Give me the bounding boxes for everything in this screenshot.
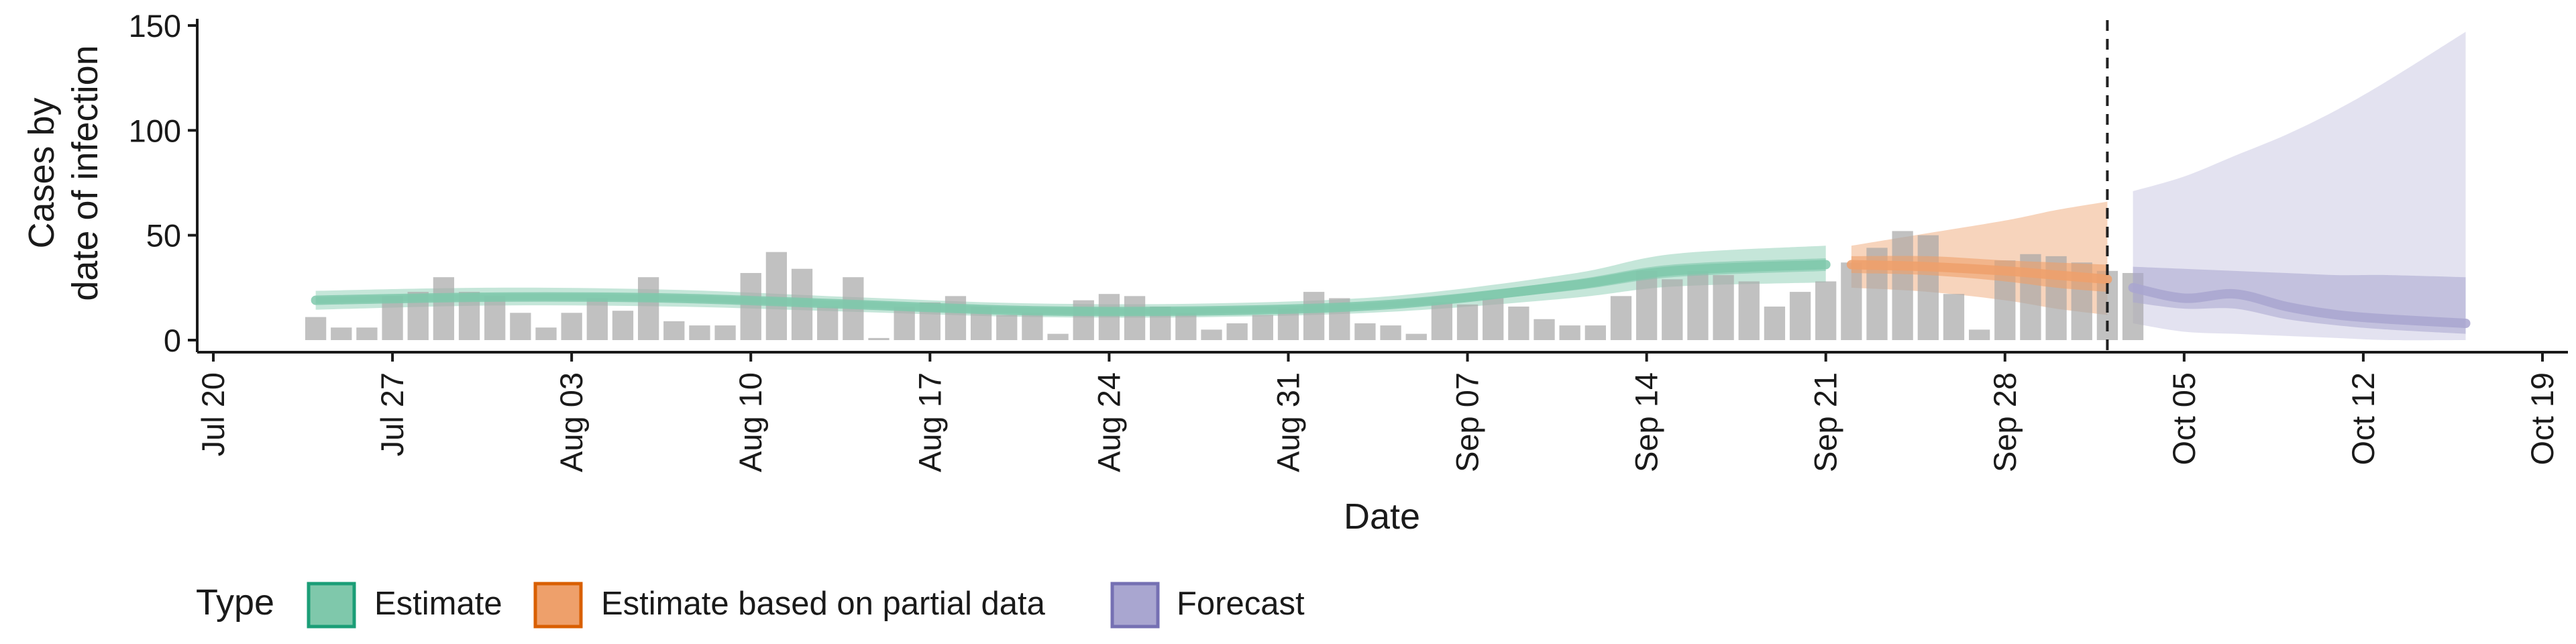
x-tick-label: Jul 27 [374,372,410,456]
bar [1917,235,1939,340]
bar [586,298,608,340]
bar [1815,281,1837,340]
axes-layer: 0 50 100 150 Jul 20 Jul 27 Aug 03 Aug 10 Aug 17 A… [129,8,2568,472]
bar [1431,302,1453,340]
bar [1764,306,1786,340]
bar [1252,315,1273,340]
overlay-layer [311,20,2471,352]
bar [1354,323,1376,340]
bar [305,317,327,340]
bar [996,315,1018,340]
legend-label-partial: Estimate based on partial data [601,586,1046,622]
x-tick-label: Aug 03 [553,372,589,472]
bar-layer [305,231,2144,340]
x-axis-title: Date [1344,496,1420,537]
legend: Type Estimate Estimate based on partial … [196,582,1305,629]
bar [535,327,557,340]
bar [1610,296,1632,340]
bar [740,272,761,340]
partial-outer-band [1851,201,2108,315]
y-axis-title-line1: Cases by [21,97,62,248]
partial-median-line [1846,260,2112,284]
bar [637,277,659,340]
bar [1483,298,1504,340]
x-tick-label: Aug 31 [1270,372,1305,472]
bar [1943,294,1965,340]
bar [1534,319,1555,340]
bar [612,311,634,340]
x-tick-label: Sep 14 [1629,372,1664,472]
bar [1892,231,1913,340]
legend-key-estimate [307,582,356,629]
bar [1201,329,1222,340]
bar [1687,270,1709,340]
y-tick-label: 100 [129,113,181,148]
bar [894,306,915,340]
bar [484,296,506,340]
x-tick-label: Jul 20 [195,372,231,456]
bar [1047,333,1069,340]
bar [1073,300,1094,340]
bar [1303,292,1325,340]
bar [1585,325,1606,340]
y-tick-label: 150 [129,8,181,44]
x-tick-label: Oct 12 [2345,372,2381,465]
bar [331,327,352,340]
bar [1508,306,1529,340]
bar [433,277,455,340]
bar [1098,294,1120,340]
x-tick-label: Sep 28 [1987,372,2023,472]
bar [1738,281,1760,340]
x-tick-label: Sep 07 [1450,372,1485,472]
bar [356,327,378,340]
bar [1662,279,1683,340]
x-tick-label: Oct 19 [2524,372,2560,465]
legend-label-estimate: Estimate [374,586,502,622]
bar [1380,325,1401,340]
y-axis-title-line2: date of infection [65,45,105,301]
bar [689,325,710,340]
legend-title: Type [196,582,274,623]
legend-key-partial [533,582,583,629]
x-tick-label: Sep 21 [1808,372,1843,472]
bar [1124,296,1146,340]
legend-label-forecast: Forecast [1177,586,1305,622]
bar [1226,323,1248,340]
bar [1022,313,1043,340]
bar [945,296,967,340]
legend-key-forecast [1110,582,1160,629]
forecast-outer-band [2133,32,2466,341]
bar [1559,325,1580,340]
bar [1405,333,1427,340]
bar [510,313,531,340]
x-tick-label: Oct 05 [2166,372,2202,465]
y-tick-label: 0 [164,323,181,358]
bar [1713,275,1734,340]
x-tick-label: Aug 17 [912,372,947,472]
y-tick-label: 50 [146,218,181,254]
bar [714,325,736,340]
x-tick-label: Aug 24 [1091,372,1126,472]
bar [817,306,839,340]
bar [1968,329,1990,340]
bar [1635,270,1658,340]
bar [663,321,685,340]
bar [1456,304,1479,340]
bar [1175,313,1197,340]
bar [1841,262,1862,340]
x-tick-label: Aug 10 [733,372,768,472]
bar [561,313,582,340]
bar [1789,292,1811,340]
estimate-median-line [311,260,1831,317]
forecast-median-line [2128,282,2471,328]
bar [765,252,788,340]
bar [868,337,890,340]
